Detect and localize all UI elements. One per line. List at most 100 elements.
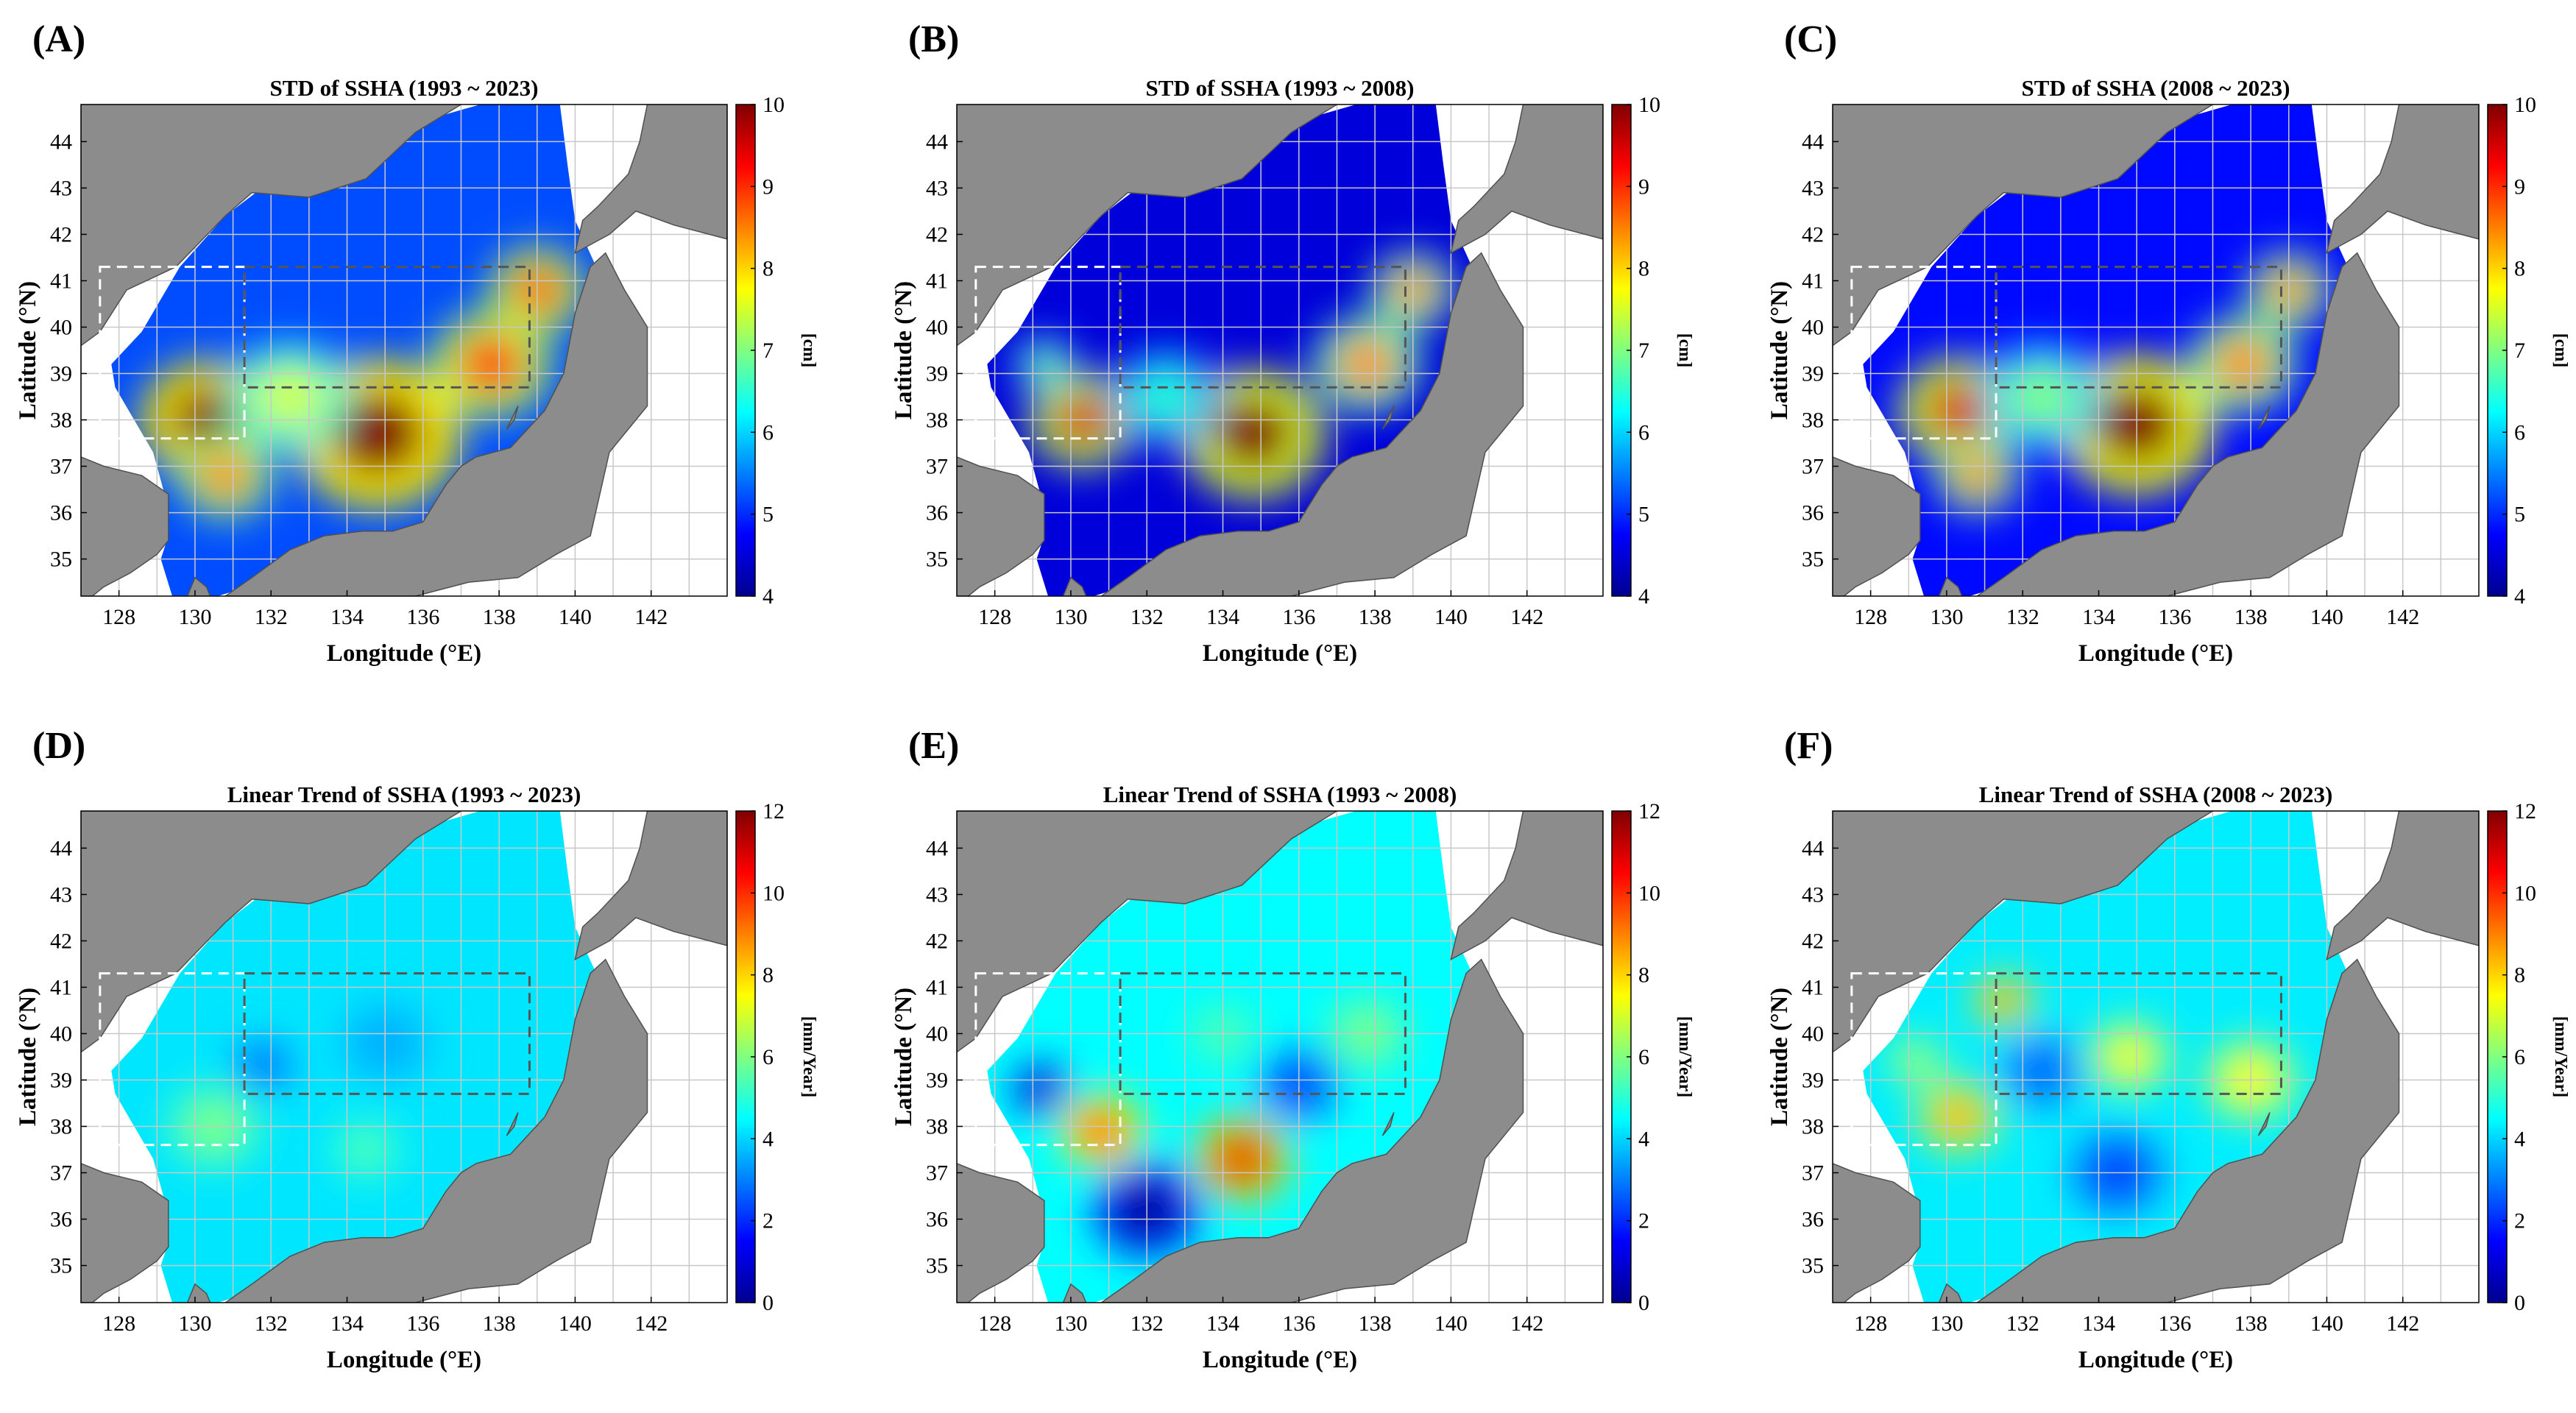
colorbar-tick-label: 7	[1638, 339, 1649, 363]
region-box-east	[1995, 972, 2282, 1095]
land-mass	[81, 456, 169, 596]
x-tick-label: 136	[1282, 1311, 1315, 1336]
region-box-west	[1850, 972, 1998, 1147]
land-mass	[1100, 958, 1524, 1303]
y-tick-label: 44	[50, 836, 72, 860]
land-mass	[1062, 576, 1087, 596]
colorbar-tick-label: 7	[2514, 339, 2525, 363]
x-tick-label: 132	[1130, 1311, 1164, 1336]
heatmap-blob	[1986, 985, 2022, 1017]
y-axis-label: Latitude (°N)	[1766, 988, 1793, 1126]
y-tick-label: 42	[926, 929, 948, 953]
y-tick-label: 39	[50, 362, 72, 386]
y-tick-label: 41	[1802, 269, 1824, 293]
region-box-east	[1119, 266, 1406, 389]
heatmap-blob	[2017, 1048, 2067, 1093]
colorbar-tick-label: 0	[762, 1291, 774, 1315]
map-panel: (B) STD of SSHA (1993 ~ 2008) 128 130 132 134…	[876, 0, 1693, 706]
x-tick-label: 130	[178, 605, 211, 629]
y-axis-label: Latitude (°N)	[1766, 281, 1793, 419]
heatmap-blob	[456, 333, 527, 396]
heatmap-blob	[1214, 1133, 1270, 1184]
y-tick-label: 35	[1802, 548, 1824, 572]
y-tick-label: 37	[926, 1161, 948, 1186]
colorbar-tick-label: 6	[1638, 420, 1649, 445]
colorbar-unit: [cm]	[1675, 333, 1693, 368]
colorbar-tick-label: 4	[2514, 584, 2525, 609]
colorbar-tick-label: 6	[762, 420, 774, 445]
x-tick-label: 142	[1510, 605, 1543, 629]
y-axis-label: Latitude (°N)	[15, 988, 41, 1126]
y-tick-label: 43	[50, 176, 72, 200]
x-tick-label: 138	[1359, 605, 1392, 629]
y-tick-label: 40	[926, 1021, 948, 1046]
colorbar-tick-label: 10	[1638, 881, 1660, 905]
x-axis-label: Longitude (°E)	[1203, 640, 1357, 667]
land-mass	[1833, 456, 1921, 596]
map-panel: (F) Linear Trend of SSHA (2008 ~ 2023) 128…	[1752, 706, 2569, 1413]
panel-title: STD of SSHA (1993 ~ 2008)	[1146, 75, 1415, 101]
x-tick-label: 130	[1054, 1311, 1087, 1336]
region-box-east	[1119, 972, 1406, 1095]
panel-label: (B)	[908, 18, 959, 60]
y-tick-label: 41	[926, 269, 948, 293]
colorbar-unit: [mm/Year]	[799, 1016, 817, 1098]
land-mass	[1938, 576, 1963, 596]
x-tick-label: 132	[255, 605, 288, 629]
colorbar-tick-label: 10	[762, 881, 785, 905]
colorbar-tick-label: 12	[2514, 799, 2536, 824]
x-tick-label: 132	[1130, 605, 1164, 629]
heatmap-blob	[1211, 396, 1295, 472]
y-tick-label: 44	[926, 836, 948, 860]
y-tick-label: 42	[50, 929, 72, 953]
land-mass	[1381, 1112, 1395, 1136]
colorbar-tick-label: 9	[762, 174, 774, 199]
panel-label: (D)	[32, 725, 85, 767]
y-tick-label: 39	[926, 362, 948, 386]
colorbar-unit: [mm/Year]	[2551, 1016, 2569, 1098]
y-tick-label: 43	[926, 882, 948, 907]
y-tick-label: 37	[1802, 1161, 1824, 1186]
x-tick-label: 130	[1930, 1311, 1963, 1336]
panel-title: STD of SSHA (1993 ~ 2023)	[270, 75, 539, 101]
region-box-west	[974, 266, 1122, 440]
y-tick-label: 39	[50, 1069, 72, 1093]
x-tick-label: 134	[1206, 605, 1239, 629]
panel-label: (E)	[908, 725, 959, 767]
land-mass	[1100, 252, 1524, 596]
heatmap-blob	[255, 365, 325, 428]
land-mass	[506, 406, 519, 430]
heatmap-blob	[328, 389, 427, 478]
heatmap-blob	[1076, 1108, 1126, 1153]
y-axis-label: Latitude (°N)	[891, 988, 917, 1126]
x-tick-label: 134	[1206, 1311, 1239, 1336]
colorbar-tick-label: 4	[762, 1127, 774, 1151]
land-mass	[1450, 105, 1603, 255]
colorbar-tick-label: 5	[762, 503, 774, 527]
land-mass	[957, 1163, 1045, 1303]
x-tick-label: 128	[102, 605, 135, 629]
y-tick-label: 43	[926, 176, 948, 200]
x-axis-label: Longitude (°E)	[1203, 1347, 1357, 1373]
x-tick-label: 142	[634, 1311, 668, 1336]
land-mass	[574, 105, 727, 255]
colorbar-unit: [cm]	[799, 333, 817, 368]
y-tick-label: 44	[50, 130, 72, 154]
region-box-west	[99, 972, 246, 1147]
y-tick-label: 38	[926, 1115, 948, 1139]
region-box-east	[243, 972, 531, 1095]
x-tick-label: 136	[2158, 1311, 2191, 1336]
heatmap-blob	[1022, 1073, 1058, 1105]
y-tick-label: 42	[926, 222, 948, 247]
colorbar-tick-label: 9	[2514, 174, 2525, 199]
y-tick-label: 41	[926, 975, 948, 999]
x-tick-label: 128	[1854, 1311, 1887, 1336]
y-tick-label: 40	[50, 315, 72, 339]
heatmap-blob	[1027, 348, 1062, 380]
x-tick-label: 128	[102, 1311, 135, 1336]
heatmap-blob	[2006, 365, 2077, 428]
land-mass	[2326, 105, 2479, 255]
y-tick-label: 41	[50, 269, 72, 293]
colorbar-tick-label: 10	[1638, 93, 1660, 117]
y-tick-label: 44	[926, 130, 948, 154]
